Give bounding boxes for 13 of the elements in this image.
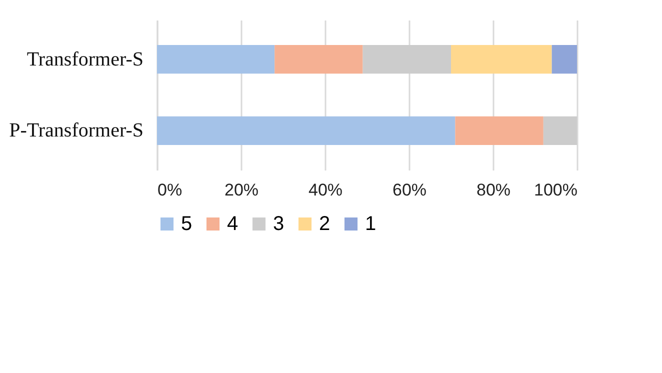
- legend-label: 2: [319, 213, 330, 235]
- legend-label: 4: [227, 213, 238, 235]
- x-tick-label: 0%: [158, 180, 182, 200]
- legend-label: 3: [273, 213, 284, 235]
- x-tick-label: 20%: [224, 180, 259, 200]
- y-tick-label: Transformer-S: [26, 48, 144, 70]
- x-tick-label: 60%: [392, 180, 427, 200]
- y-tick-label: P-Transformer-S: [9, 120, 144, 142]
- x-tick-label: 100%: [534, 180, 578, 200]
- x-tick-label: 40%: [308, 180, 343, 200]
- legend-label: 5: [181, 213, 192, 235]
- legend-label: 1: [365, 213, 376, 235]
- x-tick-label: 80%: [476, 180, 511, 200]
